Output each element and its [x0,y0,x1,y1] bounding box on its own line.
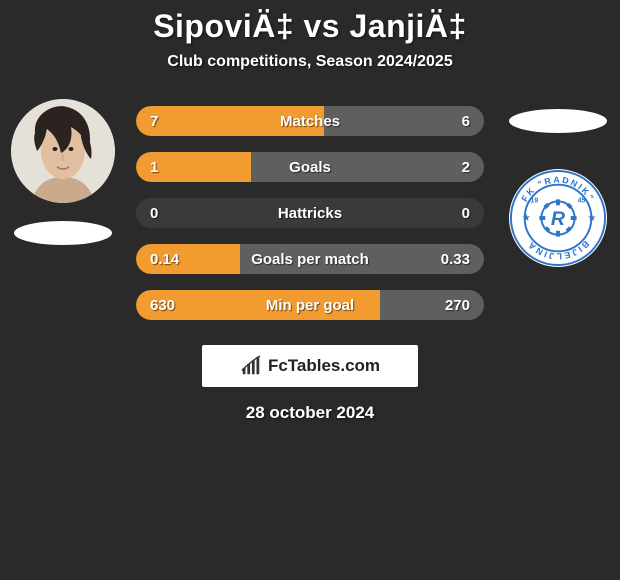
stat-row: 630 Min per goal 270 [135,289,485,321]
stat-label: Matches [280,113,340,130]
bar-chart-icon [240,355,262,377]
stat-row: 7 Matches 6 [135,105,485,137]
svg-text:★: ★ [521,213,530,224]
stat-row: 0.14 Goals per match 0.33 [135,243,485,275]
subtitle: Club competitions, Season 2024/2025 [0,53,620,71]
stat-value-left: 0.14 [150,251,179,268]
stat-label: Min per goal [266,297,354,314]
branding-badge: FcTables.com [202,345,418,387]
svg-text:R: R [550,208,565,230]
stat-value-right: 270 [445,297,470,314]
club-emblem: FK "RADNIK" BIJELJINA ★ ★ [509,169,607,267]
stat-value-left: 1 [150,159,158,176]
svg-text:45: 45 [577,197,585,204]
stat-value-left: 0 [150,205,158,222]
left-club-oval [14,221,112,245]
right-player-column: FK "RADNIK" BIJELJINA ★ ★ [503,99,612,267]
stat-row: 1 Goals 2 [135,151,485,183]
stat-value-left: 7 [150,113,158,130]
svg-text:19: 19 [530,197,538,204]
date-label: 28 october 2024 [0,403,620,423]
page-title: SipoviÄ‡ vs JanjiÄ‡ [0,8,620,45]
svg-text:★: ★ [587,213,596,224]
stat-value-right: 6 [462,113,470,130]
stat-fill-right [251,152,484,182]
stat-label: Hattricks [278,205,342,222]
stat-label: Goals per match [251,251,369,268]
branding-text: FcTables.com [268,356,380,376]
left-player-column [8,99,117,245]
stat-value-right: 2 [462,159,470,176]
stat-value-left: 630 [150,297,175,314]
stat-value-right: 0 [462,205,470,222]
player-avatar [11,99,115,203]
stat-label: Goals [289,159,331,176]
stat-row: 0 Hattricks 0 [135,197,485,229]
stat-value-right: 0.33 [441,251,470,268]
right-club-oval [509,109,607,133]
comparison-stats: 7 Matches 6 1 Goals 2 0 Hattricks 0 0.14 Goals per… [135,99,485,321]
stat-fill-right [324,106,484,136]
